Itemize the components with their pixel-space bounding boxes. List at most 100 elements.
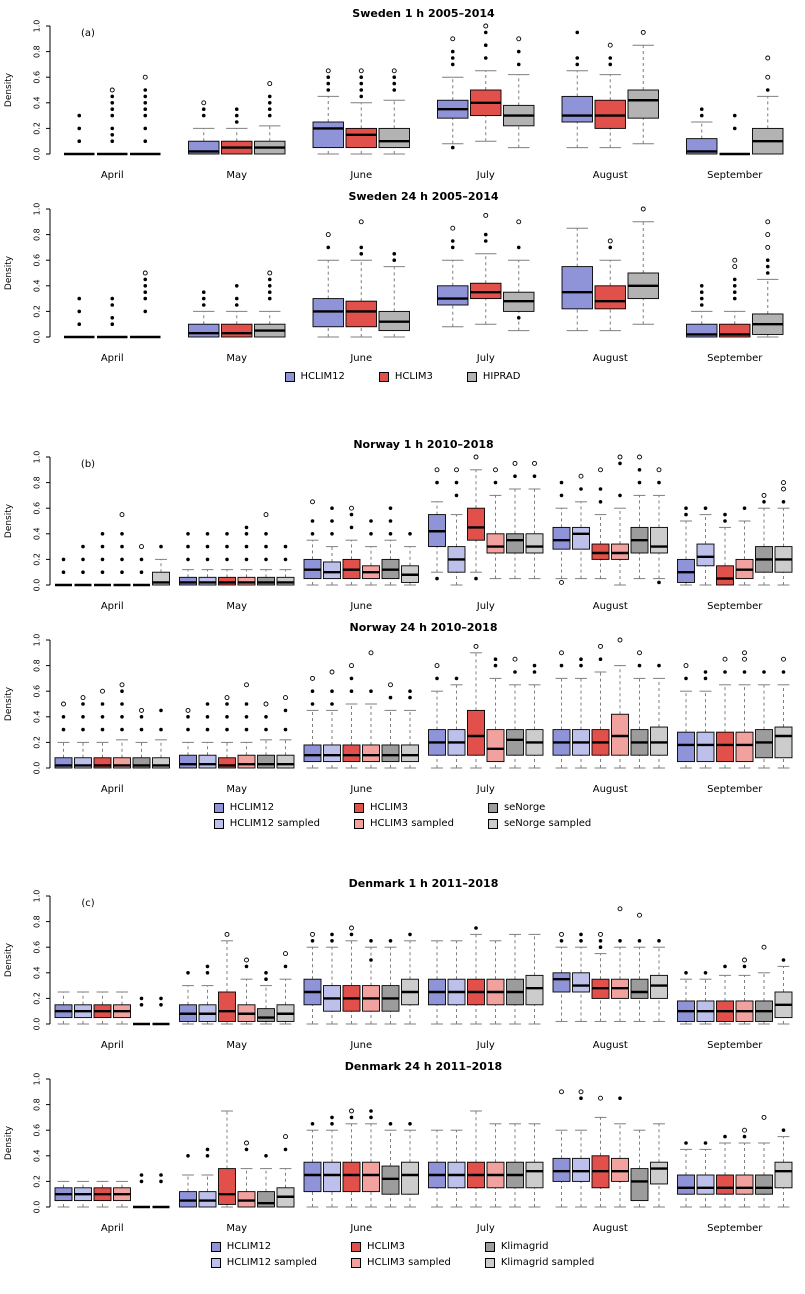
outlier-point [186,727,190,732]
x-tick-label: July [476,353,495,364]
legend-item: Klimagrid sampled [484,1256,594,1269]
boxplot-hclim3 [93,991,112,1025]
boxplot-hclim3 [93,1180,112,1208]
boxplot-hclim3 [594,238,626,332]
outlier-point [349,512,354,517]
boxplot-hclim3 [221,284,253,338]
outlier-point [392,252,397,256]
outlier-point [120,570,124,574]
outlier-point [110,113,115,118]
outlier-point [684,971,688,975]
outlier-point [110,316,115,320]
outlier-point [267,107,272,111]
outlier-point-open [617,906,623,912]
boxplot-hclim12 [428,663,446,769]
outlier-point [244,532,249,536]
legend-swatch [466,371,477,382]
boxplot-hclim3 [467,643,485,769]
box [179,1191,197,1208]
outlier-point [264,977,268,981]
outlier-point [618,939,622,943]
boxplot-hclim12-sampled [323,669,341,769]
outlier-point [143,309,148,314]
outlier-point [532,670,537,674]
boxplot-senorge-sampled [152,708,170,769]
outlier-point-open [325,232,331,238]
legend-label: HCLIM12 sampled [229,818,321,829]
y-tick-label: 0.8 [33,476,42,489]
outlier-point [579,487,583,491]
boxplot-klimagrid [630,912,649,1022]
outlier-point [330,532,334,536]
boxplot-hclim12-sampled [447,1129,466,1208]
box [650,726,668,756]
outlier-point-open [329,669,335,675]
outlier-point [330,939,334,943]
boxplot-hclim12 [179,1154,197,1208]
boxplot-hclim12 [179,971,197,1025]
box [716,565,734,586]
panel-letter: (c) [81,898,94,909]
outlier-point [657,663,661,668]
outlier-point [454,493,459,498]
y-axis-title: Density [4,942,14,977]
outlier-point [388,1122,393,1126]
x-tick-label: July [476,601,495,612]
y-tick-label: 1.0 [33,890,42,903]
box [467,507,485,541]
outlier-point [310,702,315,706]
outlier-point [110,107,115,111]
outlier-point [450,245,455,250]
box [696,1174,715,1195]
outlier-point-open [483,23,489,29]
outlier-point-open [142,270,148,276]
chart-title: Denmark 1 h 2011–2018 [349,877,499,890]
boxplot-klimagrid-sampled [152,1173,170,1209]
outlier-point [244,557,249,562]
outlier-point [408,932,412,937]
outlier-point [100,544,105,549]
y-tick-label: 1.0 [33,203,42,216]
x-tick-label: April [101,170,124,181]
chart-denmark-1h: Denmark 1 h 2011–2018 (c) 0.0 0.2 0.4 0.6 0.8 1… [4,877,793,1051]
outlier-point [61,727,66,732]
outlier-point [388,519,393,523]
outlier-point [186,557,190,562]
boxplot-klimagrid-sampled [276,1134,295,1208]
boxplot-klimagrid [381,939,400,1025]
outlier-point-open [607,42,613,48]
legend-label: HCLIM3 [370,802,409,813]
outlier-point [732,296,737,301]
outlier-point-open [761,492,767,498]
outlier-point [608,56,613,60]
outlier-point [699,284,704,288]
outlier-point [349,1115,354,1120]
boxplot-hclim3 [470,212,502,325]
boxplot-hclim3 [218,1110,236,1208]
outlier-point [205,544,210,549]
boxplot-hclim12 [303,675,322,769]
y-tick-label: 0.6 [33,254,42,267]
chart-title: Sweden 24 h 2005–2014 [348,190,498,203]
boxplot-hclim12-sampled [696,1141,715,1208]
boxplot-hclim12 [561,227,593,332]
outlier-point [781,1128,786,1132]
boxplot-hclim12 [552,931,571,1022]
boxplot-senorge [133,544,150,587]
boxplot-klimagrid-sampled [774,1128,793,1208]
x-tick-label: June [349,170,372,181]
box [257,576,275,586]
box [735,1174,754,1195]
outlier-point-open [617,637,623,643]
legend-sweden: HCLIM12 HCLIM3 HIPRAD [0,370,805,383]
outlier-point [264,715,268,719]
x-tick-label: July [476,784,495,795]
legend-item: HIPRAD [466,370,520,383]
boxplot-hclim12-sampled [198,1147,217,1208]
outlier-point-open [358,219,364,225]
boxplot-hiprad [130,74,161,156]
outlier-point [579,657,583,661]
legend-label: Klimagrid [500,1241,549,1252]
outlier-point [732,277,737,282]
boxplot-hclim3 [345,219,377,338]
